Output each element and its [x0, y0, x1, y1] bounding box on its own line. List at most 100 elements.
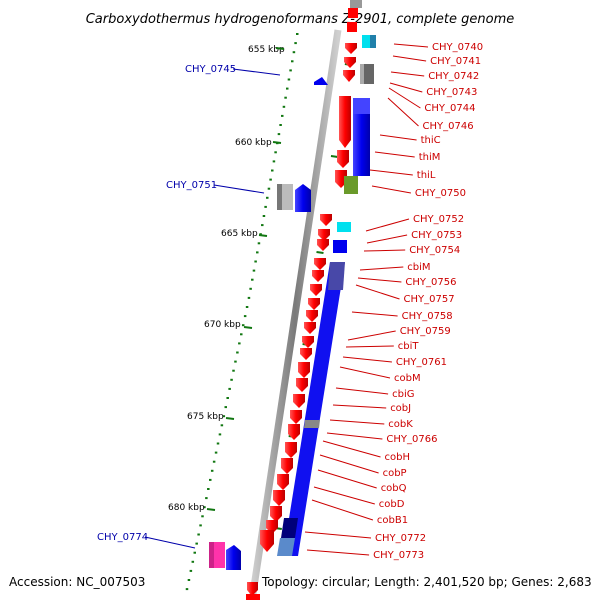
gene-label-chy_0743[interactable]: CHY_0743	[426, 87, 477, 98]
gene-arrow[interactable]	[312, 270, 324, 282]
gene-arrow[interactable]	[339, 96, 351, 148]
gene-label-thic[interactable]: thiC	[421, 135, 441, 146]
gene-arrow[interactable]	[285, 442, 297, 458]
left-strand-features	[209, 77, 328, 570]
gene-arrow[interactable]	[288, 424, 300, 440]
scale-label-675: 675 kbp	[187, 412, 224, 422]
right-gene-labels: CHY_0740 CHY_0741 CHY_0742 CHY_0743 CHY_0744…	[304, 42, 483, 561]
gene-arrow[interactable]	[314, 258, 326, 270]
gene-label-cbit[interactable]: cbiT	[398, 341, 420, 352]
gene-feature-lightblue[interactable]	[277, 538, 295, 556]
gene-arrow[interactable]	[246, 594, 260, 600]
gene-label-cobh[interactable]: cobH	[385, 452, 410, 463]
gene-arrow[interactable]	[306, 310, 318, 322]
gene-label-chy_0766[interactable]: CHY_0766	[386, 434, 437, 445]
leader-line	[393, 43, 429, 48]
gene-arrow-left[interactable]	[226, 545, 241, 570]
left-gene-labels: CHY_0745 CHY_0751 CHY_0774	[97, 64, 281, 549]
gene-label-chy_0759[interactable]: CHY_0759	[400, 326, 451, 337]
gene-arrow[interactable]	[298, 362, 310, 378]
gene-arrow[interactable]	[300, 348, 312, 360]
gene-arrow[interactable]	[343, 70, 355, 82]
gene-label-chy_0745[interactable]: CHY_0745	[185, 64, 236, 75]
leader-line	[369, 169, 413, 176]
gene-label-chy_0758[interactable]: CHY_0758	[402, 311, 453, 322]
gene-feature-green[interactable]	[344, 176, 358, 194]
gene-label-thil[interactable]: thiL	[417, 170, 436, 181]
gene-arrow[interactable]	[320, 214, 332, 226]
gene-label-cbig[interactable]: cbiG	[392, 389, 414, 400]
gene-label-chy_0773[interactable]: CHY_0773	[373, 550, 424, 561]
gene-arrow[interactable]	[317, 239, 329, 251]
gene-label-chy_0757[interactable]: CHY_0757	[404, 294, 455, 305]
gene-arrow[interactable]	[273, 490, 285, 506]
gene-feature-blue[interactable]	[353, 98, 370, 176]
gene-label-chy_0754[interactable]: CHY_0754	[409, 245, 460, 256]
gene-label-cobp[interactable]: cobP	[383, 468, 407, 479]
gene-label-cobm[interactable]: cobM	[394, 373, 421, 384]
gene-label-cobb1[interactable]: cobB1	[377, 515, 408, 526]
gene-arrow[interactable]	[281, 458, 293, 474]
scale-major-tick	[258, 234, 268, 237]
gene-arrow[interactable]	[347, 22, 357, 32]
gene-label-cbim[interactable]: cbiM	[407, 262, 430, 273]
gene-arrow[interactable]	[337, 150, 349, 168]
leader-line	[232, 68, 281, 76]
gene-arrow[interactable]	[318, 229, 330, 241]
gene-arrow[interactable]	[310, 284, 322, 296]
scale-label-665: 665 kbp	[221, 229, 258, 239]
gene-arrow[interactable]	[308, 298, 320, 310]
scale-major-tick	[275, 47, 285, 50]
gene-arrow-left[interactable]	[295, 184, 311, 212]
scale-label-660: 660 kbp	[235, 138, 272, 148]
gene-label-chy_0761[interactable]: CHY_0761	[396, 357, 447, 368]
gene-label-chy_0772[interactable]: CHY_0772	[375, 533, 426, 544]
gene-feature-teal[interactable]	[370, 35, 376, 48]
gene-arrow[interactable]	[247, 582, 258, 596]
gene-feature-cyan[interactable]	[337, 222, 351, 232]
gene-label-chy_0753[interactable]: CHY_0753	[411, 230, 462, 241]
gene-arrow[interactable]	[296, 378, 308, 392]
leader-line	[317, 469, 377, 489]
gene-arrow[interactable]	[270, 506, 282, 522]
gene-arrow[interactable]	[277, 474, 289, 490]
gene-arrow[interactable]	[260, 530, 274, 552]
gene-feature-grey-edge[interactable]	[277, 184, 282, 210]
gene-label-chy_0752[interactable]: CHY_0752	[413, 214, 464, 225]
gene-arrow[interactable]	[304, 322, 316, 334]
gene-label-chy_0750[interactable]: CHY_0750	[415, 188, 466, 199]
gene-feature-grey-edge[interactable]	[360, 64, 364, 84]
gene-label-cobj[interactable]: cobJ	[390, 403, 411, 414]
gene-feature-pink-edge[interactable]	[209, 542, 214, 568]
gene-arrow[interactable]	[293, 394, 305, 408]
gene-arrow[interactable]	[345, 43, 357, 54]
gene-label-chy_0744[interactable]: CHY_0744	[424, 103, 475, 114]
gene-label-chy_0774[interactable]: CHY_0774	[97, 532, 148, 543]
gene-arrow[interactable]	[290, 410, 302, 424]
gene-feature-blue-top[interactable]	[353, 98, 370, 114]
gene-feature-grey[interactable]	[304, 420, 320, 428]
gene-label-thim[interactable]: thiM	[419, 152, 441, 163]
gene-feature-blue[interactable]	[333, 240, 347, 253]
gene-label-chy_0741[interactable]: CHY_0741	[430, 56, 481, 67]
gene-feature-blue-long[interactable]	[283, 262, 345, 556]
gene-label-chy_0751[interactable]: CHY_0751	[166, 180, 217, 191]
gene-arrow-left[interactable]	[314, 77, 328, 85]
gene-label-chy_0740[interactable]: CHY_0740	[432, 42, 483, 53]
gene-label-cobk[interactable]: cobK	[388, 419, 413, 430]
leader-line	[355, 284, 400, 300]
gene-label-cobd[interactable]: cobD	[379, 499, 405, 510]
scale-major-tick	[225, 417, 235, 420]
leader-line	[365, 218, 410, 232]
gene-label-chy_0756[interactable]: CHY_0756	[405, 277, 456, 288]
gene-arrow[interactable]	[348, 8, 358, 18]
gene-feature-navy[interactable]	[281, 518, 298, 538]
gene-arrow[interactable]	[344, 57, 356, 68]
gene-label-cobq[interactable]: cobQ	[381, 483, 407, 494]
gene-label-chy_0746[interactable]: CHY_0746	[423, 121, 474, 132]
leader-line	[213, 184, 265, 194]
gene-arrow[interactable]	[302, 336, 314, 348]
gene-label-chy_0742[interactable]: CHY_0742	[428, 71, 479, 82]
gene-feature-purple[interactable]	[328, 262, 345, 290]
